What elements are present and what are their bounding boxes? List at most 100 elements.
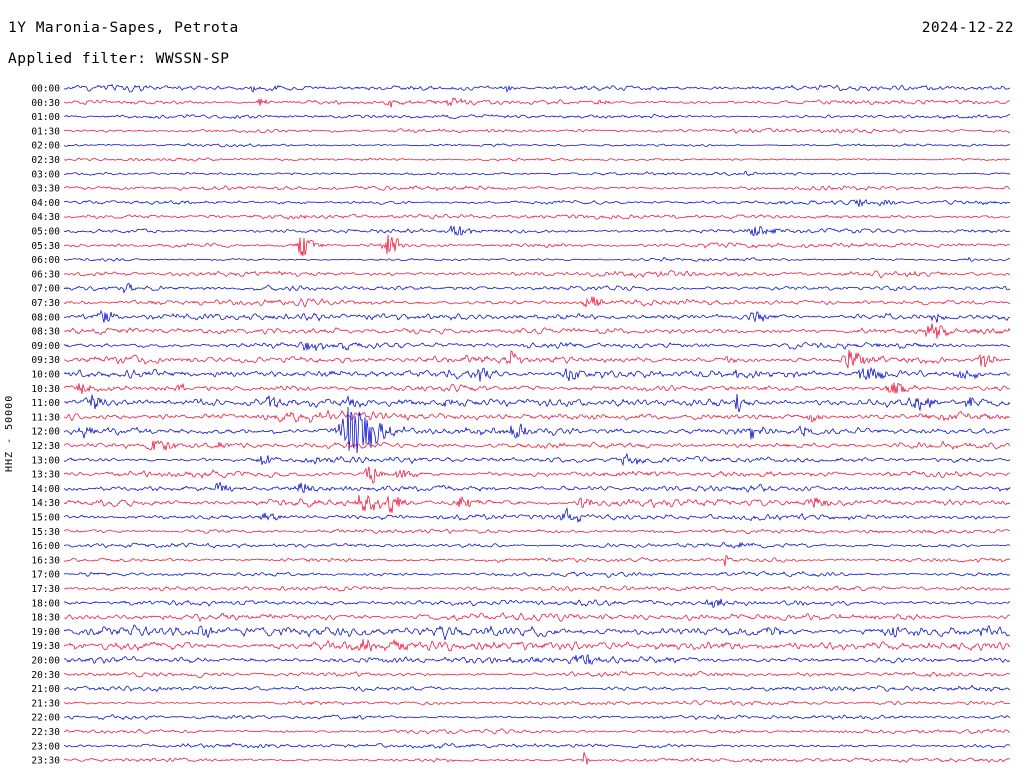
seismogram-trace [63,742,1011,749]
time-label: 07:00 [31,284,60,295]
seismogram-trace [63,624,1011,641]
time-label: 10:00 [31,370,60,381]
time-label: 05:00 [31,227,60,238]
time-label: 04:00 [31,198,60,209]
time-label: 03:00 [31,169,60,180]
seismogram-trace [63,440,1011,451]
seismogram-trace [64,127,1011,134]
time-label: 12:00 [31,427,60,438]
seismogram-trace [63,752,1011,765]
seismogram-trace [63,83,1011,93]
time-label: 13:00 [31,455,60,466]
seismogram-trace [63,198,1011,207]
time-label: 00:00 [31,84,60,95]
time-label: 19:00 [31,627,60,638]
seismogram-trace [63,393,1011,413]
time-label: 03:30 [31,184,60,195]
seismogram-trace [63,309,1011,323]
time-label: 21:00 [31,684,60,695]
seismogram-trace [63,366,1011,382]
seismogram-trace [63,283,1011,294]
record-date: 2024-12-22 [921,20,1014,36]
time-label: 12:30 [31,441,60,452]
time-label: 11:00 [31,398,60,409]
seismogram-trace [63,528,1010,535]
time-label: 22:00 [31,713,60,724]
time-label: 02:00 [31,141,60,152]
time-label: 14:30 [31,498,60,509]
seismogram-trace [63,296,1011,308]
seismogram-trace [63,452,1011,467]
seismogram-trace [63,598,1011,608]
time-label: 09:30 [31,355,60,366]
seismogram-trace [63,225,1011,237]
time-label: 04:30 [31,212,60,223]
seismogram-trace [63,507,1010,524]
time-label: 17:00 [31,570,60,581]
time-label: 22:30 [31,727,60,738]
time-label: 01:00 [31,112,60,123]
seismogram-trace [63,341,1011,352]
seismogram-trace [63,97,1011,108]
seismogram-trace [63,555,1011,567]
seismogram-trace [63,213,1011,220]
seismogram-trace [63,349,1011,369]
seismogram-trace [64,157,1011,162]
time-label: 01:30 [31,126,60,137]
time-label: 23:00 [31,741,60,752]
time-label: 14:00 [31,484,60,495]
time-label: 13:30 [31,470,60,481]
seismogram-trace [63,185,1011,192]
time-label: 15:30 [31,527,60,538]
time-label: 07:30 [31,298,60,309]
time-label: 00:30 [31,98,60,109]
time-label: 02:30 [31,155,60,166]
seismogram-trace [63,638,1011,652]
time-label: 08:00 [31,312,60,323]
time-label: 06:30 [31,269,60,280]
time-label: 17:30 [31,584,60,595]
seismogram-trace [63,113,1010,120]
seismogram-trace [63,700,1011,706]
seismogram-trace [63,170,1011,177]
seismogram-trace [63,684,1011,693]
seismogram-trace [63,270,1011,279]
time-label: 16:30 [31,555,60,566]
time-label: 18:00 [31,598,60,609]
time-label: 20:00 [31,656,60,667]
seismogram-trace [63,256,1011,262]
time-label: 19:30 [31,641,60,652]
time-label: 10:30 [31,384,60,395]
time-label: 15:00 [31,513,60,524]
seismogram-trace [63,541,1011,549]
seismogram-trace [63,612,1011,623]
time-label: 16:00 [31,541,60,552]
time-label: 11:30 [31,412,60,423]
seismogram-trace [63,143,1011,148]
seismogram-trace [63,494,1011,514]
time-label: 05:30 [31,241,60,252]
seismogram-trace [63,466,1011,484]
seismogram-trace [63,714,1011,721]
seismogram-trace [63,382,1011,394]
time-label: 18:30 [31,613,60,624]
seismogram-trace [63,654,1011,665]
time-label: 06:00 [31,255,60,266]
time-label: 20:30 [31,670,60,681]
time-label: 23:30 [31,756,60,767]
time-label: 09:00 [31,341,60,352]
seismogram-trace [63,323,1011,339]
seismogram-trace [63,570,1011,578]
time-label: 08:30 [31,327,60,338]
station-title: 1Y Maronia-Sapes, Petrota [8,20,239,36]
seismogram-trace [63,670,1011,678]
seismogram-trace [63,234,1010,257]
seismogram-trace [63,585,1011,592]
seismogram-trace [63,481,1011,494]
filter-label: Applied filter: WWSSN-SP [8,51,230,67]
seismogram-trace [63,409,1011,423]
seismogram-trace [63,728,1011,735]
time-label: 21:30 [31,698,60,709]
seismogram-trace [63,406,1010,454]
